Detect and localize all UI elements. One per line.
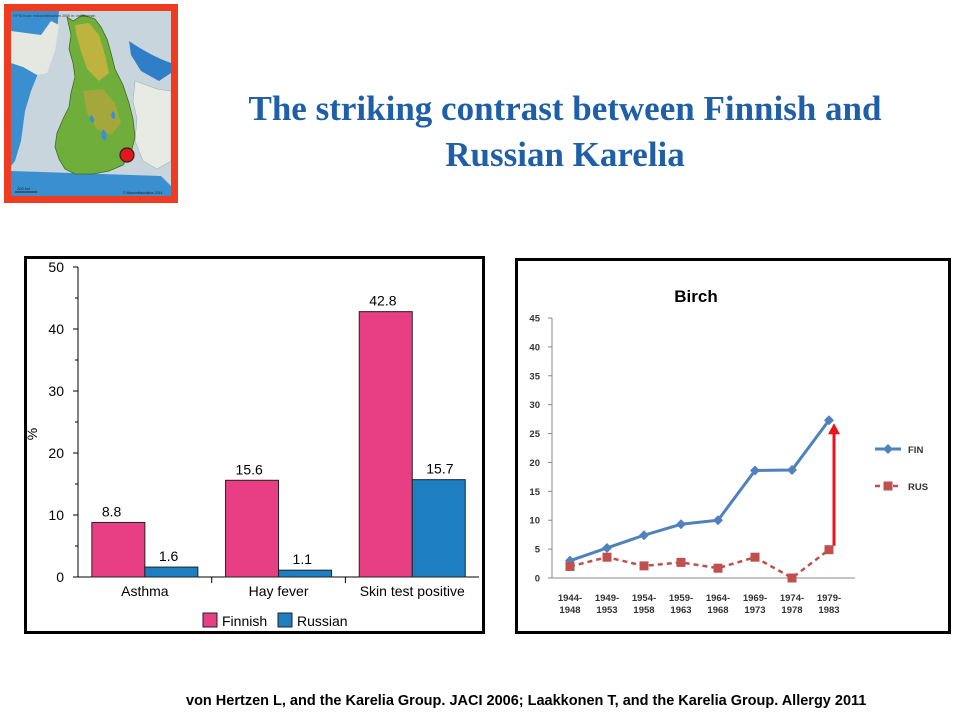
citation: von Hertzen L, and the Karelia Group. JA… bbox=[186, 693, 867, 709]
karelia-marker bbox=[119, 147, 135, 163]
x-tick-label-start: 1954- bbox=[632, 593, 656, 604]
white-sea bbox=[129, 41, 171, 81]
x-tick-label-end: 1958 bbox=[633, 605, 654, 616]
y-axis-label: % bbox=[24, 428, 40, 440]
data-point-fin bbox=[713, 515, 723, 526]
x-tick-label-end: 1953 bbox=[596, 605, 617, 616]
bar-russian bbox=[278, 569, 333, 578]
bar-finnish bbox=[225, 479, 280, 578]
y-tick-label: 10 bbox=[48, 507, 64, 523]
legend-label: Finnish bbox=[222, 613, 267, 629]
bar-finnish bbox=[91, 521, 146, 578]
legend-label: RUS bbox=[908, 482, 928, 493]
x-tick-label-start: 1979- bbox=[817, 593, 841, 604]
finland-map: HYTA Kuva: erikoismittauksen 2000 m: val… bbox=[11, 11, 171, 196]
bar-value-label: 1.1 bbox=[293, 551, 313, 567]
x-tick-label-start: 1969- bbox=[743, 593, 767, 604]
y-tick-label: 5 bbox=[535, 545, 541, 556]
x-tick-label-start: 1944- bbox=[558, 593, 582, 604]
slide-title: The striking contrast between Finnish an… bbox=[185, 86, 945, 178]
y-tick-label: 35 bbox=[529, 371, 540, 382]
x-tick-label-end: 1973 bbox=[744, 605, 765, 616]
y-tick-label: 10 bbox=[529, 516, 540, 527]
highlands-north bbox=[75, 23, 109, 81]
bar-value-label: 15.7 bbox=[426, 461, 453, 477]
data-point-rus bbox=[824, 545, 834, 555]
line-chart: Birch0510152025303540451944-19481949-195… bbox=[515, 258, 951, 634]
x-tick-label-start: 1959- bbox=[669, 593, 693, 604]
legend-label: FIN bbox=[908, 445, 923, 456]
map-header: HYTA Kuva: erikoismittauksen 2000 m: val… bbox=[13, 14, 95, 18]
data-point-fin bbox=[750, 465, 760, 476]
y-tick-label: 0 bbox=[535, 574, 540, 585]
data-point-fin bbox=[602, 542, 612, 553]
x-tick-label-end: 1978 bbox=[781, 605, 802, 616]
russian-territory bbox=[132, 80, 171, 170]
chart-title: Birch bbox=[674, 287, 717, 306]
data-point-rus bbox=[565, 561, 575, 571]
difference-arrow-head bbox=[828, 423, 840, 435]
x-category-label: Asthma bbox=[121, 583, 169, 599]
title-line-2: Russian Karelia bbox=[445, 135, 685, 174]
y-tick-label: 40 bbox=[529, 342, 540, 353]
x-tick-label-end: 1983 bbox=[818, 605, 839, 616]
y-tick-label: 30 bbox=[48, 383, 64, 399]
data-point-fin bbox=[639, 530, 649, 541]
map-credit: © Maanmittauslaitos 2014 bbox=[123, 191, 162, 195]
legend-swatch-russian bbox=[277, 612, 293, 628]
x-tick-label-end: 1968 bbox=[707, 605, 728, 616]
x-tick-label-end: 1963 bbox=[670, 605, 691, 616]
sea-south bbox=[11, 171, 171, 196]
x-tick-label-start: 1974- bbox=[780, 593, 804, 604]
lakes-region bbox=[83, 89, 121, 135]
line-chart-frame bbox=[515, 258, 951, 634]
bar-value-label: 1.6 bbox=[159, 548, 179, 564]
x-tick-label-start: 1949- bbox=[595, 593, 619, 604]
bar-value-label: 15.6 bbox=[236, 461, 263, 477]
x-category-label: Hay fever bbox=[249, 583, 309, 599]
sweden-territory bbox=[11, 21, 59, 75]
y-tick-label: 20 bbox=[529, 458, 540, 469]
bar-value-label: 8.8 bbox=[102, 503, 122, 519]
data-point-rus bbox=[639, 561, 649, 571]
x-tick-label-start: 1964- bbox=[706, 593, 730, 604]
data-point-fin bbox=[787, 464, 797, 475]
legend-marker-fin bbox=[883, 444, 893, 454]
data-point-rus bbox=[713, 563, 723, 573]
y-tick-label: 15 bbox=[529, 487, 540, 498]
data-point-rus bbox=[602, 552, 612, 562]
bar-finnish bbox=[358, 311, 413, 578]
bar-russian bbox=[411, 479, 466, 578]
map-frame: HYTA Kuva: erikoismittauksen 2000 m: val… bbox=[4, 4, 178, 203]
y-tick-label: 50 bbox=[48, 259, 64, 275]
y-tick-label: 40 bbox=[48, 321, 64, 337]
x-tick-label-end: 1948 bbox=[559, 605, 580, 616]
title-line-1: The striking contrast between Finnish an… bbox=[248, 89, 882, 128]
legend-marker-rus bbox=[883, 481, 893, 491]
lakes bbox=[89, 111, 116, 141]
y-tick-label: 45 bbox=[529, 314, 540, 325]
legend-label: Russian bbox=[297, 613, 348, 629]
bar-value-label: 42.8 bbox=[369, 293, 396, 309]
series-line-fin bbox=[569, 419, 831, 563]
y-tick-label: 30 bbox=[529, 400, 540, 411]
x-category-label: Skin test positive bbox=[360, 583, 465, 599]
data-point-fin bbox=[824, 415, 834, 426]
legend-swatch-finnish bbox=[202, 612, 218, 628]
y-tick-label: 0 bbox=[56, 569, 64, 585]
y-tick-label: 25 bbox=[529, 429, 540, 440]
data-point-rus bbox=[676, 557, 686, 567]
data-point-rus bbox=[787, 573, 797, 583]
bar-russian bbox=[144, 566, 199, 578]
data-point-rus bbox=[750, 552, 760, 562]
y-tick-label: 20 bbox=[48, 445, 64, 461]
data-point-fin bbox=[676, 519, 686, 530]
map-scale-label: 200 km bbox=[17, 186, 31, 191]
bar-chart: 0 10 20 30 40 50% 8.8 1.6 Asthma 15.6 1.1 Hay fever… bbox=[24, 256, 485, 634]
